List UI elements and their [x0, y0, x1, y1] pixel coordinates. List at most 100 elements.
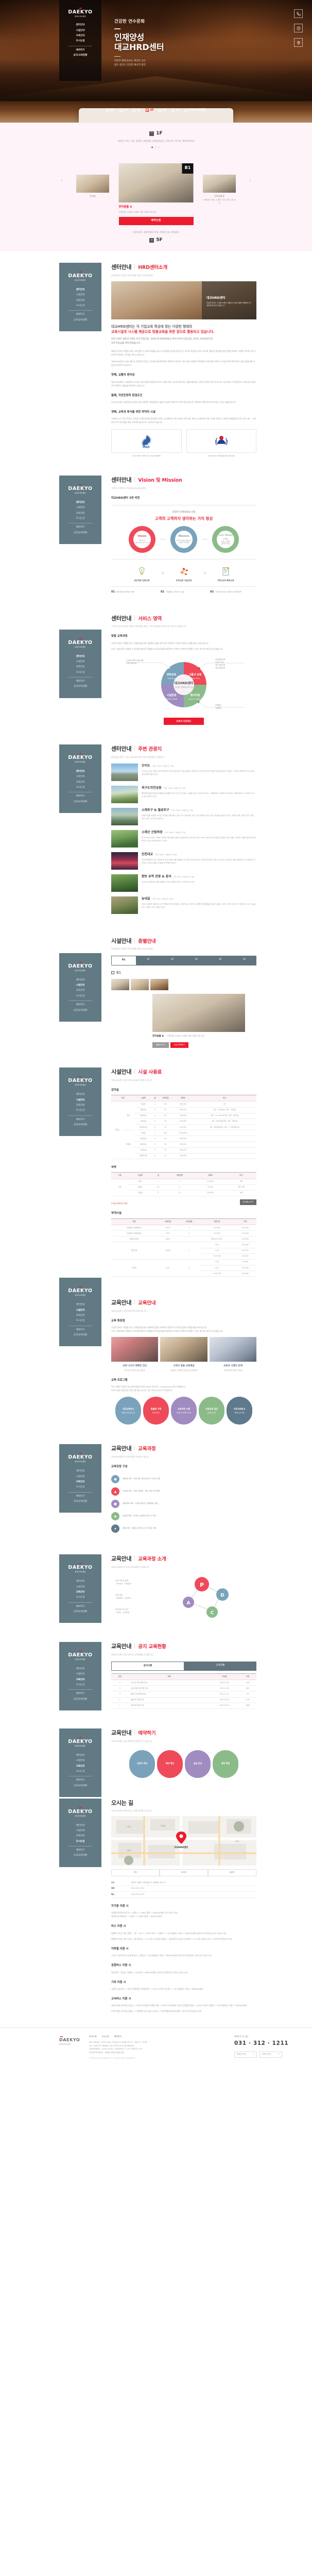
sidebar-item-reserve[interactable]: 예약하기: [76, 313, 85, 316]
sidebar-item-facility[interactable]: 시설안내: [76, 1829, 85, 1833]
cell-title[interactable]: 시설 이용 요금 변경 안내: [128, 1685, 210, 1692]
sidebar-item-reserve[interactable]: 예약하기: [76, 1004, 85, 1007]
carousel-prev-icon[interactable]: ‹: [61, 178, 63, 183]
tab-course-status[interactable]: 교육현황: [184, 1661, 256, 1670]
sidebar-item-facility[interactable]: 시설안내: [76, 1098, 85, 1101]
carousel-slide-left[interactable]: 휴게실: [76, 174, 109, 198]
chevron-down-icon[interactable]: v: [149, 238, 154, 243]
sidebar-item-education[interactable]: 교육안내: [76, 299, 85, 302]
sidebar-item-notice[interactable]: 공지/교육현황: [73, 1123, 88, 1126]
carousel-slide-main[interactable]: B1 한마음홀 A 수용인원 100명, 노래방 기계, 이동식 빔 설치: [118, 163, 194, 214]
sidebar-item-facility[interactable]: 시설안내: [76, 984, 85, 987]
sidebar-item-education[interactable]: 교육안내: [76, 1104, 85, 1107]
floor-item-4f[interactable]: 4F: [158, 108, 167, 113]
phone-icon[interactable]: [294, 9, 303, 18]
sidebar-item-center[interactable]: 센터안내: [76, 1824, 85, 1827]
sidebar-item-facility[interactable]: 시설안내: [76, 1585, 85, 1588]
carousel-slide-right[interactable]: 한마음홀 B 수용인원 30명, 노래방 기계, 이동식 빔 설치: [203, 174, 236, 205]
carousel-dots[interactable]: ●○○○: [151, 146, 161, 149]
footer-link-about[interactable]: 회사소개: [89, 2035, 97, 2038]
brochure-download-button[interactable]: 브로셔 다운로드: [164, 717, 204, 725]
sidebar-item-facility[interactable]: 시설안내: [76, 1673, 85, 1676]
floor-item-2f[interactable]: 2F: [132, 108, 141, 113]
sidebar-item-directions[interactable]: 오시는길: [76, 1770, 85, 1773]
cell-title[interactable]: 대교HRD센터 오픈: [128, 1703, 210, 1709]
sidebar-item-education[interactable]: 교육안내: [76, 1835, 85, 1838]
tab-b1[interactable]: B1: [111, 956, 136, 965]
map-canvas[interactable]: 대교HRD센터 소래산 대야동 시흥IC 신천동: [111, 1816, 256, 1866]
sidebar-item-notice[interactable]: 공지/교육현황: [73, 1698, 88, 1701]
sidebar-item-facility[interactable]: 시설안내: [76, 1475, 85, 1478]
cell-title[interactable]: 동절기 난방 운영 안내: [128, 1691, 210, 1698]
thumbnail-0[interactable]: [111, 979, 129, 991]
sidebar-item-directions[interactable]: 오시는길: [76, 994, 85, 997]
sidebar-item-directions[interactable]: 오시는길: [76, 786, 85, 789]
location-icon[interactable]: [294, 38, 303, 47]
sidebar-item-center[interactable]: 센터안내: [76, 1303, 85, 1307]
table-row[interactable]: 5 2014년 교육 일정 안내 2014-01-06 1204: [111, 1680, 256, 1686]
affiliate-site-select[interactable]: 관계사사이트 ▾: [259, 2051, 282, 2058]
sidebar-item-reserve[interactable]: 예약하기: [76, 1849, 85, 1852]
table-row[interactable]: 1 대교HRD센터 오픈 2013-09-01 1688: [111, 1703, 256, 1709]
sidebar-item-reserve[interactable]: 예약하기: [76, 1605, 85, 1608]
sidebar-item-facility[interactable]: 시설안내: [76, 1759, 85, 1762]
hero-nav-item-1[interactable]: 시설안내: [76, 29, 85, 32]
sidebar-item-directions[interactable]: 오시는길: [76, 1840, 85, 1843]
carousel-next-icon[interactable]: ›: [249, 178, 251, 183]
tab-4f[interactable]: 4F: [208, 956, 233, 965]
sidebar-item-education[interactable]: 교육안내: [76, 781, 85, 784]
sidebar-item-facility[interactable]: 시설안내: [76, 1309, 85, 1312]
tab-1f[interactable]: 1F: [136, 956, 161, 965]
cell-title[interactable]: 2014년 교육 일정 안내: [128, 1680, 210, 1686]
sidebar-item-center[interactable]: 센터안내: [76, 1470, 85, 1473]
floor-item-3f[interactable]: 3F: [145, 108, 154, 113]
sidebar-item-center[interactable]: 센터안내: [76, 501, 85, 504]
sidebar-item-reserve[interactable]: 예약하기: [76, 1779, 85, 1782]
sidebar-item-education[interactable]: 교육안내: [76, 1591, 85, 1594]
tab-3f[interactable]: 3F: [184, 956, 209, 965]
sidebar-item-directions[interactable]: 오시는길: [76, 517, 85, 520]
sidebar-item-education[interactable]: 교육안내: [76, 1480, 85, 1483]
tab-5f[interactable]: 5F: [232, 956, 257, 965]
floor-item-b1[interactable]: B1: [106, 108, 115, 113]
sidebar-item-reserve[interactable]: 예약하기: [76, 1692, 85, 1696]
floor-item-notice[interactable]: 공지/교육현황: [184, 108, 206, 113]
floor-item-5f[interactable]: 5F: [171, 108, 180, 113]
map-tab-route[interactable]: 길찾기: [208, 1869, 256, 1877]
sidebar-item-center[interactable]: 센터안내: [76, 288, 85, 291]
sidebar-item-directions[interactable]: 오시는길: [76, 1596, 85, 1599]
sidebar-item-directions[interactable]: 오시는길: [76, 1486, 85, 1489]
sidebar-item-notice[interactable]: 공지/교육현황: [73, 1009, 88, 1012]
hero-nav-item-4[interactable]: 예약하기: [76, 48, 85, 52]
sidebar-item-notice[interactable]: 공지/교육현황: [73, 800, 88, 803]
table-row[interactable]: 4 시설 이용 요금 변경 안내 2013-12-20 982: [111, 1685, 256, 1692]
map-tab-roadview[interactable]: 로드뷰: [160, 1869, 208, 1877]
sidebar-item-facility[interactable]: 시설안내: [76, 775, 85, 778]
reserve-button[interactable]: 예약신청: [118, 216, 194, 226]
sidebar-item-reserve[interactable]: 예약하기: [76, 526, 85, 529]
sidebar-item-notice[interactable]: 공지/교육현황: [73, 1611, 88, 1614]
sidebar-item-facility[interactable]: 시설안내: [76, 506, 85, 510]
sidebar-item-reserve[interactable]: 예약하기: [76, 680, 85, 683]
sidebar-item-directions[interactable]: 오시는길: [76, 1319, 85, 1323]
sidebar-item-reserve[interactable]: 예약하기: [76, 1495, 85, 1498]
table-row[interactable]: 3 동절기 난방 운영 안내 2013-11-15 754: [111, 1691, 256, 1698]
footer-link-directions[interactable]: 오시는길: [101, 2035, 109, 2038]
floor-item-1f[interactable]: 1F: [119, 108, 128, 113]
sidebar-item-notice[interactable]: 공지/교육현황: [73, 531, 88, 534]
sidebar-item-directions[interactable]: 오시는길: [76, 1109, 85, 1112]
sidebar-item-education[interactable]: 교육안내: [76, 1765, 85, 1768]
hero-nav-item-5[interactable]: 공지/교육현황: [73, 54, 88, 57]
sidebar-item-notice[interactable]: 공지/교육현황: [73, 1334, 88, 1337]
sidebar-item-education[interactable]: 교육안내: [76, 1314, 85, 1317]
tab-notice[interactable]: 공지사항: [111, 1661, 184, 1670]
sidebar-item-center[interactable]: 센터안내: [76, 770, 85, 773]
sidebar-item-directions[interactable]: 오시는길: [76, 671, 85, 674]
hero-nav-item-2[interactable]: 교육안내: [76, 34, 85, 37]
footer-link-contact[interactable]: 예약문의: [114, 2035, 122, 2038]
sidebar-item-center[interactable]: 센터안내: [76, 655, 85, 658]
special-menu-button[interactable]: 특식메뉴 보기: [239, 1199, 256, 1206]
map-tab-map[interactable]: 지도: [111, 1869, 160, 1877]
pamphlet-button[interactable]: 팸플릿 보기: [152, 1042, 169, 1048]
sidebar-item-center[interactable]: 센터안내: [76, 1668, 85, 1671]
